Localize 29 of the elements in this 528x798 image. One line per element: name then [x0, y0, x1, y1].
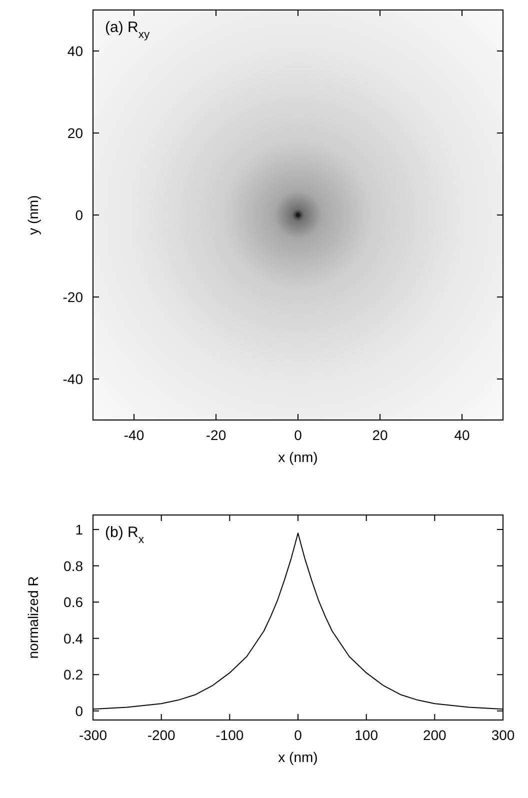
y-tick-label: 0.8 [64, 558, 84, 574]
y-tick-label: 0 [75, 702, 84, 719]
y-tick-label: -40 [62, 371, 84, 387]
x-tick-label: 40 [454, 427, 470, 443]
x-tick-label: -40 [124, 427, 144, 443]
y-axis-title: normalized R [25, 576, 41, 659]
x-axis-title: x (nm) [278, 749, 318, 765]
x-tick-label: 20 [372, 427, 388, 443]
x-tick-label: -100 [216, 727, 244, 743]
x-tick-label: 300 [491, 727, 515, 743]
y-tick-label: 20 [67, 125, 84, 141]
y-tick-label: 0 [75, 207, 84, 223]
annotation: (b) R$_{x}$ [105, 524, 144, 546]
y-axis-title: y (nm) [25, 195, 41, 235]
annotation: (a) R$_{xy}$ [105, 19, 150, 41]
x-tick-label: 200 [422, 727, 447, 743]
y-tick-label: 0.2 [64, 666, 84, 683]
x-tick-label: 100 [354, 727, 378, 743]
y-tick-label: -20 [62, 289, 84, 305]
y-tick-label: 1 [75, 522, 84, 538]
x-tick-label: 0 [294, 727, 302, 743]
y-tick-label: 0.4 [64, 630, 84, 646]
x-tick-label: -200 [147, 727, 176, 743]
x-tick-label: -300 [78, 727, 108, 743]
y-tick-label: 0.6 [64, 594, 84, 610]
x-axis-title: x (nm) [278, 449, 318, 465]
x-tick-label: 0 [294, 427, 302, 443]
x-tick-label: -20 [206, 427, 226, 443]
y-tick-label: 40 [67, 43, 84, 59]
